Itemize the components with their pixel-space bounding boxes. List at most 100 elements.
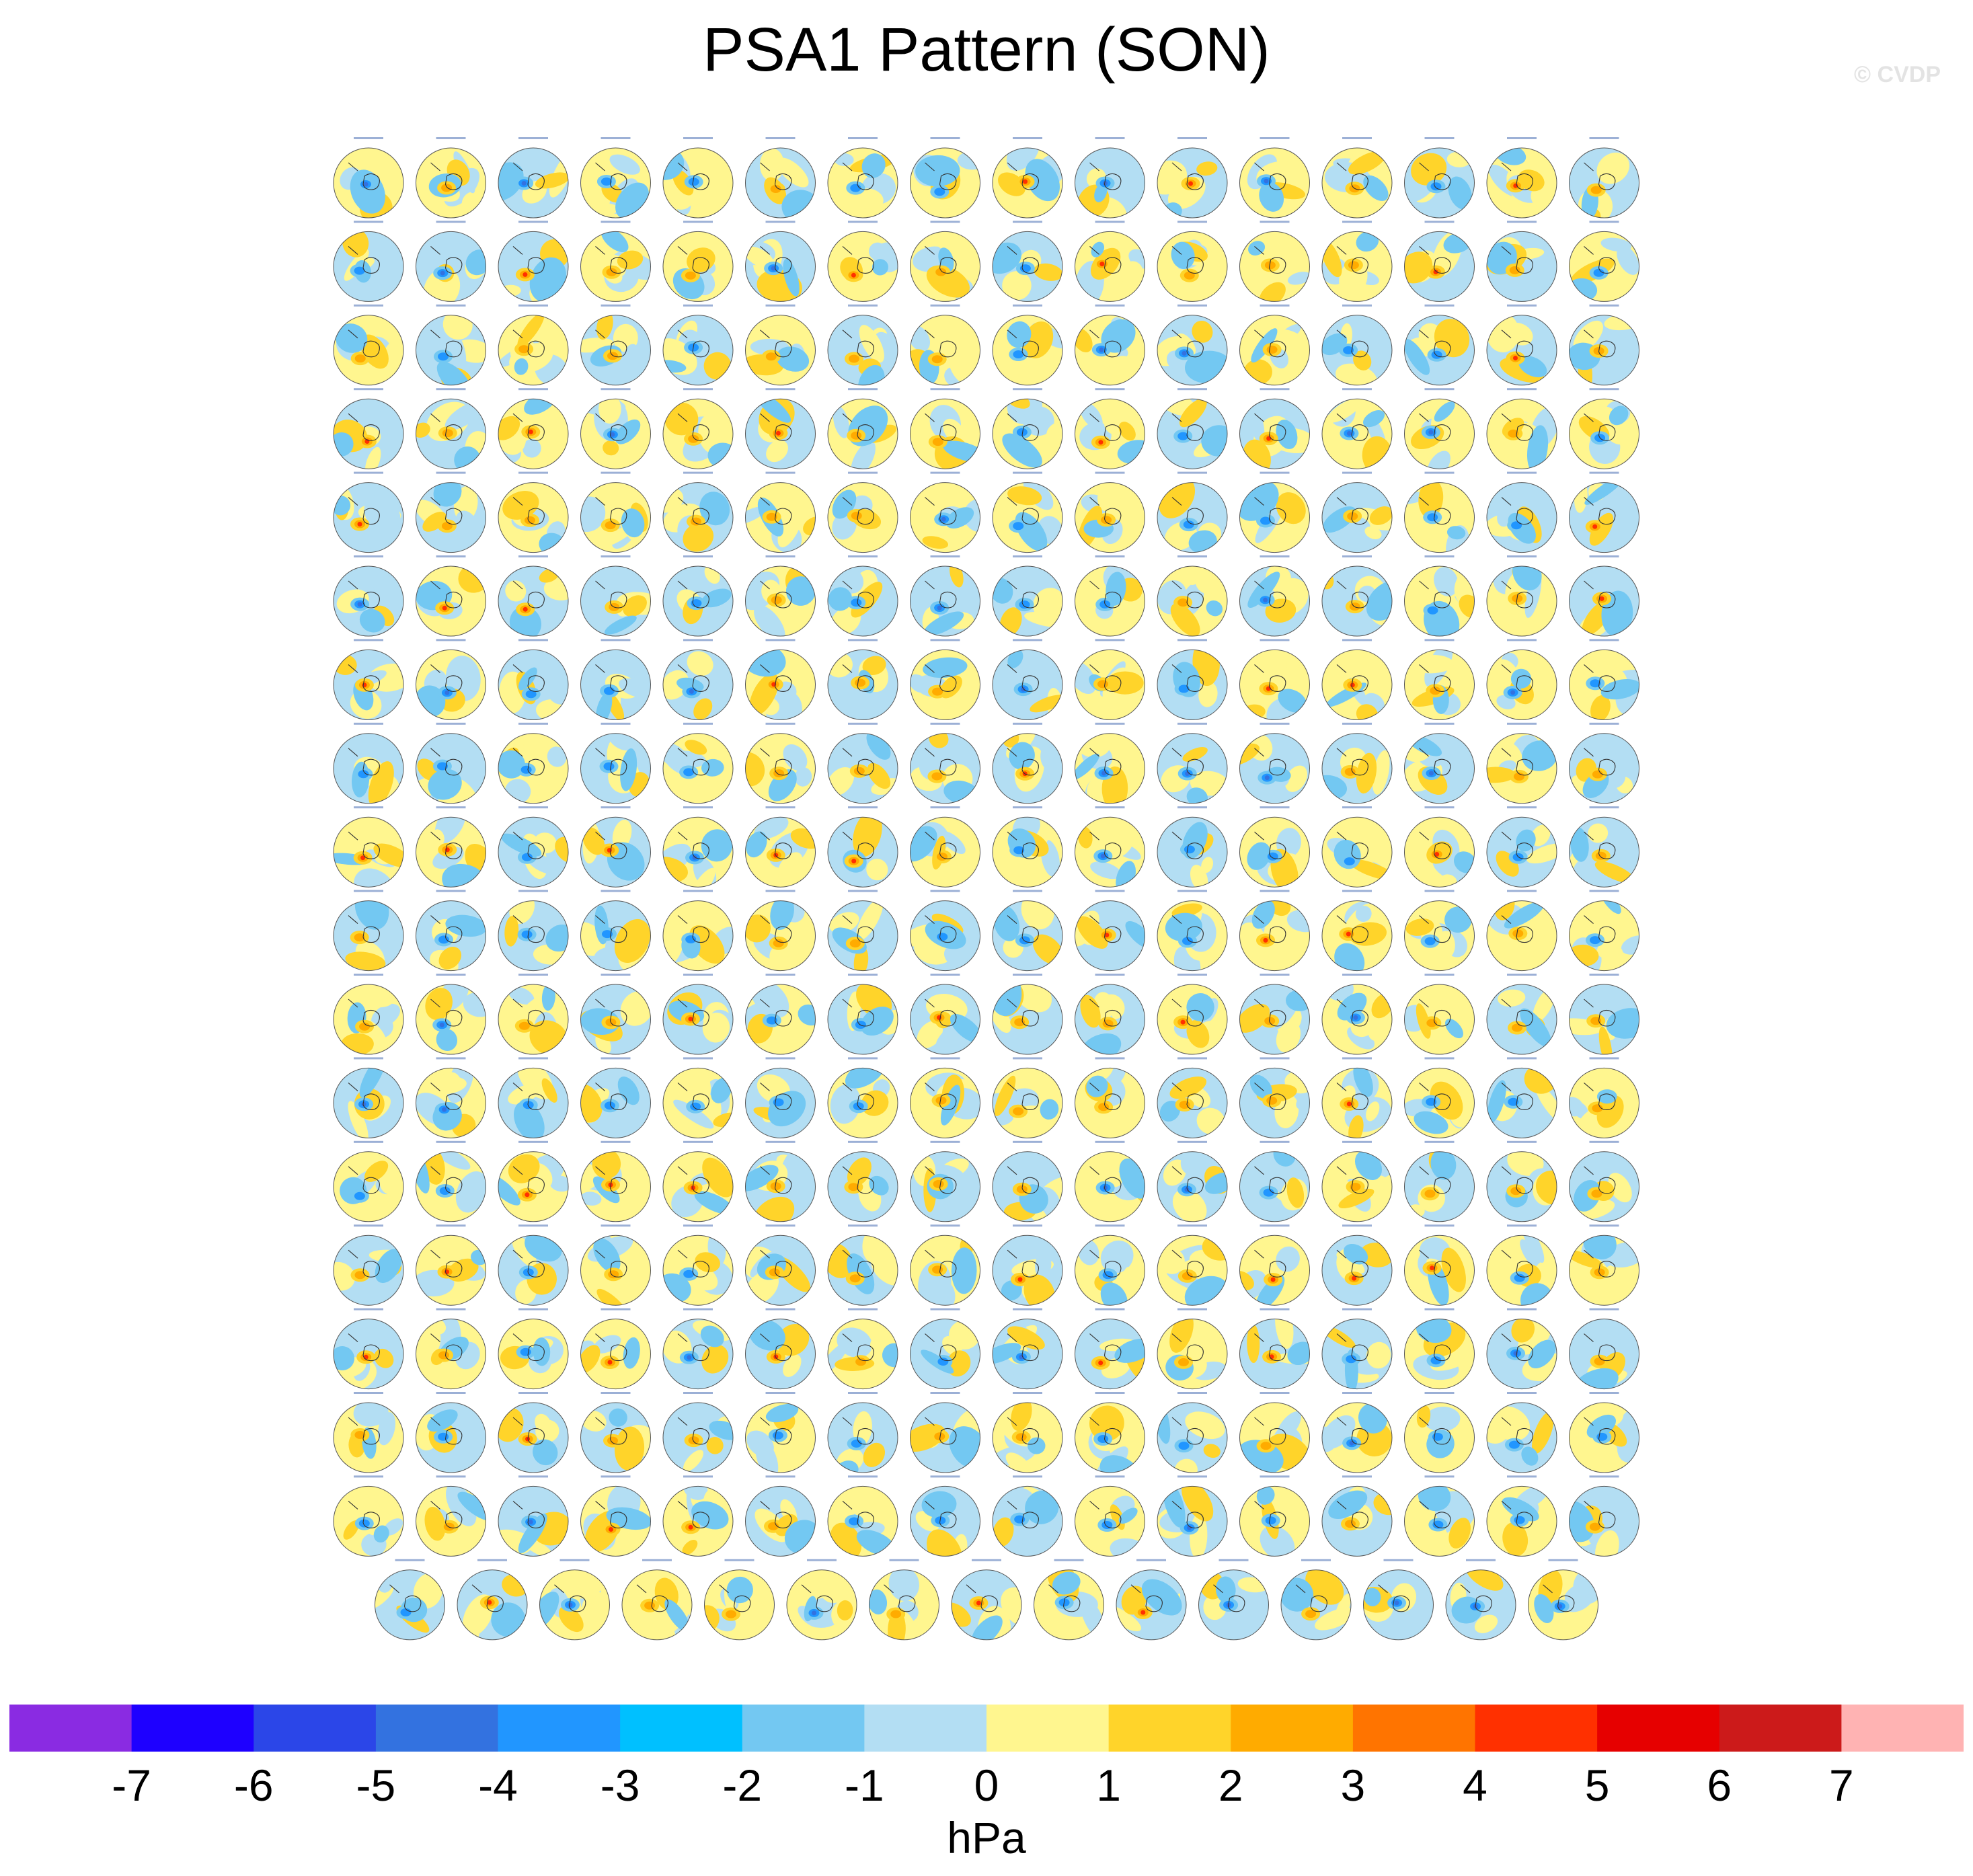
map-panel	[1157, 221, 1228, 302]
map-panel	[498, 388, 569, 469]
cvdp-watermark: © CVDP	[1854, 62, 1941, 87]
map-panel	[910, 471, 980, 553]
map-panel	[1321, 1308, 1393, 1390]
map-panel	[827, 221, 898, 302]
map-panel	[1569, 1308, 1639, 1390]
map-panel	[827, 555, 898, 637]
map-panel	[992, 890, 1063, 972]
map-panel	[1486, 221, 1557, 302]
map-panel	[1239, 1140, 1310, 1222]
map-panel	[910, 639, 980, 720]
map-panel	[1486, 137, 1557, 219]
map-panel	[1404, 1392, 1475, 1473]
map-panel	[1486, 806, 1557, 888]
map-panel	[1404, 974, 1475, 1055]
map-panel	[416, 388, 486, 469]
map-panel	[333, 555, 404, 637]
map-panel	[1239, 471, 1310, 553]
map-panel	[910, 555, 980, 637]
map-panel	[1404, 137, 1475, 219]
map-panel	[580, 1308, 651, 1390]
map-panel	[662, 304, 734, 386]
map-panel	[1157, 1392, 1228, 1473]
map-panel	[1075, 555, 1145, 637]
map-panel	[827, 722, 898, 804]
map-panel	[1075, 806, 1145, 888]
colorbar-tick-label: 0	[974, 1760, 999, 1810]
map-panel	[416, 890, 486, 972]
colorbar-swatch	[1841, 1705, 1964, 1752]
map-panel	[333, 388, 404, 469]
map-panel	[498, 555, 569, 637]
map-panel	[1486, 555, 1557, 637]
map-panel	[827, 1057, 898, 1138]
map-panel	[992, 137, 1063, 219]
map-panel	[1157, 304, 1228, 386]
colorbar-swatch	[1108, 1705, 1231, 1752]
map-panel	[416, 639, 486, 720]
map-panel	[1321, 806, 1393, 888]
map-panel	[498, 1224, 569, 1306]
map-panel	[992, 221, 1063, 302]
map-panel	[1321, 1224, 1393, 1306]
map-panel	[1569, 137, 1639, 219]
map-panel	[621, 1559, 693, 1641]
map-panel	[1157, 1140, 1228, 1222]
map-panel	[745, 1140, 816, 1222]
map-panel	[1280, 1559, 1352, 1641]
map-panel	[786, 1559, 857, 1641]
map-panel	[827, 1140, 898, 1222]
map-panel	[662, 1475, 734, 1557]
map-panel	[1075, 974, 1145, 1055]
colorbar-swatch	[131, 1705, 254, 1752]
colorbar-swatch	[620, 1705, 743, 1752]
map-panel	[910, 137, 980, 219]
map-panel	[1239, 974, 1310, 1055]
map-panel	[1075, 1224, 1145, 1306]
map-panel	[1157, 639, 1228, 720]
map-panel	[416, 1308, 486, 1390]
map-panel	[662, 890, 734, 972]
map-panel	[1075, 137, 1145, 219]
map-panel	[745, 1057, 816, 1138]
map-panel	[580, 1392, 651, 1473]
map-panel	[539, 1559, 610, 1641]
map-panel	[827, 806, 898, 888]
map-panel	[704, 1559, 775, 1641]
map-panel	[498, 471, 569, 553]
map-panel	[498, 1475, 569, 1557]
map-panel	[1486, 388, 1557, 469]
map-panel	[1404, 1475, 1475, 1557]
map-panel	[662, 722, 734, 804]
map-panel	[580, 388, 651, 469]
map-panel	[1198, 1559, 1269, 1641]
map-panel	[662, 639, 734, 720]
map-panel	[1075, 221, 1145, 302]
map-panel	[745, 221, 816, 302]
map-panel	[992, 1475, 1063, 1557]
map-panel	[457, 1559, 528, 1641]
map-panel	[1569, 304, 1639, 386]
panel-grid	[333, 137, 1639, 1641]
map-panel	[1157, 471, 1228, 553]
map-panel	[1034, 1559, 1104, 1641]
map-panel	[1321, 722, 1393, 804]
colorbar-tick-label: 5	[1584, 1760, 1610, 1810]
map-panel	[910, 1224, 980, 1306]
map-panel	[1569, 1475, 1639, 1557]
map-panel	[1239, 1224, 1310, 1306]
map-panel	[416, 221, 486, 302]
map-panel	[662, 1224, 734, 1306]
map-panel	[498, 639, 569, 720]
map-panel	[662, 221, 734, 302]
map-panel	[1075, 1308, 1145, 1390]
map-panel	[1239, 1308, 1310, 1390]
map-panel	[1239, 639, 1310, 720]
map-panel	[1569, 555, 1639, 637]
map-panel	[580, 722, 651, 804]
map-panel	[333, 639, 404, 720]
map-panel	[992, 722, 1063, 804]
map-panel	[910, 1057, 980, 1138]
map-panel	[1321, 1392, 1393, 1473]
colorbar-tick-label: 4	[1463, 1760, 1487, 1810]
